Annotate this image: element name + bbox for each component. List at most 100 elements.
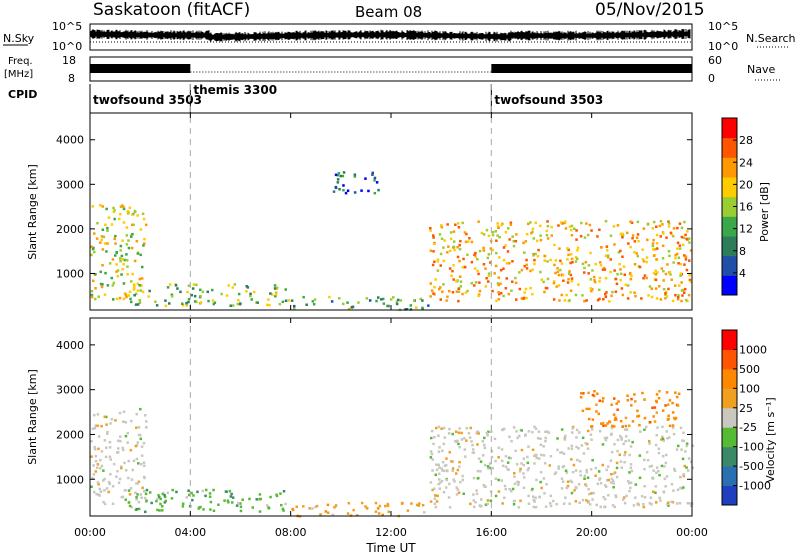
scatter-cell [689, 460, 693, 463]
colorbar-swatch [722, 216, 737, 237]
scatter-cell [664, 297, 667, 300]
scatter-cell [164, 499, 168, 503]
scatter-cell [575, 436, 578, 439]
scatter-cell [485, 228, 489, 232]
cpid-segment-label: themis 3300 [193, 83, 277, 97]
scatter-cell [106, 229, 109, 232]
scatter-cell [405, 308, 409, 311]
scatter-cell [514, 276, 517, 280]
scatter-cell [508, 456, 511, 460]
scatter-cell [502, 294, 505, 298]
scatter-cell [136, 252, 140, 255]
scatter-cell [641, 248, 644, 251]
scatter-cell [688, 273, 691, 277]
scatter-cell [102, 500, 105, 504]
scatter-cell [135, 292, 138, 296]
scatter-cell [576, 249, 579, 252]
scatter-cell [495, 299, 498, 303]
scatter-cell [338, 297, 341, 300]
scatter-cell [438, 446, 441, 449]
scatter-cell [157, 494, 160, 497]
scatter-cell [577, 283, 580, 286]
scatter-cell [619, 278, 622, 282]
scatter-cell [415, 503, 419, 507]
scatter-cell [500, 448, 504, 451]
scatter-cell [432, 234, 435, 237]
scatter-cell [597, 412, 600, 416]
scatter-cell [667, 250, 671, 253]
scatter-cell [607, 254, 610, 257]
scatter-cell [670, 278, 673, 281]
scatter-cell [118, 296, 122, 300]
scatter-cell [434, 494, 437, 497]
scatter-cell [305, 303, 308, 306]
scatter-cell [628, 272, 632, 276]
scatter-cell [682, 431, 685, 434]
scatter-cell [208, 492, 212, 495]
scatter-cell [164, 299, 167, 302]
scatter-cell [634, 496, 637, 499]
scatter-cell [568, 272, 571, 275]
scatter-cell [334, 504, 338, 507]
scatter-cell [617, 251, 621, 254]
scatter-cell [574, 293, 578, 297]
scatter-cell [666, 502, 669, 506]
scatter-cell [135, 498, 138, 501]
scatter-cell [504, 231, 508, 234]
x-tick-label: 00:00 [676, 526, 708, 539]
scatter-cell [666, 403, 670, 406]
scatter-cell [685, 466, 688, 469]
scatter-cell [140, 445, 144, 448]
colorbar-swatch [722, 466, 737, 487]
scatter-cell [596, 235, 599, 238]
scatter-cell [374, 501, 378, 505]
scatter-cell [450, 274, 453, 277]
scatter-cell [181, 302, 184, 305]
scatter-cell [436, 260, 439, 263]
scatter-cell [330, 300, 334, 303]
scatter-cell [164, 304, 168, 308]
scatter-cell [562, 502, 566, 505]
scatter-cell [615, 461, 619, 465]
scatter-cell [677, 256, 681, 259]
scatter-cell [648, 421, 652, 424]
date-title: 05/Nov/2015 [595, 0, 705, 20]
scatter-cell [476, 258, 479, 261]
scatter-cell [346, 301, 349, 304]
scatter-cell [517, 506, 521, 509]
scatter-cell [256, 301, 259, 304]
scatter-cell [143, 242, 146, 245]
scatter-cell [486, 434, 489, 437]
scatter-cell [690, 504, 693, 507]
scatter-cell [533, 258, 536, 262]
scatter-cell [457, 491, 461, 494]
scatter-cell [500, 223, 503, 227]
scatter-cell [683, 464, 686, 468]
scatter-cell [609, 433, 613, 436]
scatter-cell [596, 298, 600, 302]
scatter-cell [622, 498, 625, 501]
scatter-cell [103, 489, 106, 492]
scatter-cell [193, 294, 197, 298]
scatter-cell [566, 247, 569, 250]
scatter-cell [665, 475, 669, 478]
scatter-cell [648, 442, 651, 445]
scatter-cell [127, 294, 130, 297]
scatter-cell [458, 259, 461, 263]
scatter-cell [608, 420, 612, 424]
scatter-cell [557, 284, 561, 287]
scatter-cell [144, 510, 147, 514]
scatter-cell [662, 439, 665, 443]
scatter-cell [445, 299, 448, 302]
scatter-cell [610, 473, 613, 476]
scatter-cell [677, 284, 681, 287]
scatter-cell [204, 494, 207, 498]
scatter-cell [138, 299, 141, 302]
scatter-cell [684, 258, 688, 261]
scatter-cell [643, 274, 647, 277]
scatter-cell [273, 284, 277, 287]
scatter-cell [673, 284, 677, 287]
scatter-cell [445, 457, 448, 460]
colorbar-swatch [722, 446, 737, 467]
scatter-cell [614, 416, 617, 419]
